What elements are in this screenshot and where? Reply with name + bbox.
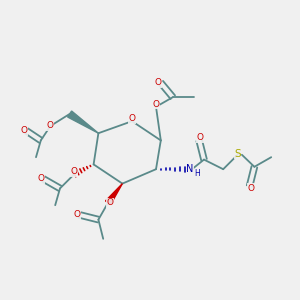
Text: S: S [234,148,241,159]
Text: O: O [73,210,80,219]
Text: O: O [128,114,136,123]
Text: O: O [107,198,114,207]
Text: O: O [71,167,78,176]
Text: O: O [247,184,254,193]
Text: N: N [186,164,194,174]
Polygon shape [68,111,98,133]
Text: O: O [155,78,162,87]
Text: O: O [20,126,28,135]
Text: O: O [37,174,44,183]
Text: O: O [47,122,54,130]
Polygon shape [106,184,122,205]
Text: O: O [197,134,204,142]
Text: O: O [152,100,160,109]
Text: H: H [194,169,200,178]
